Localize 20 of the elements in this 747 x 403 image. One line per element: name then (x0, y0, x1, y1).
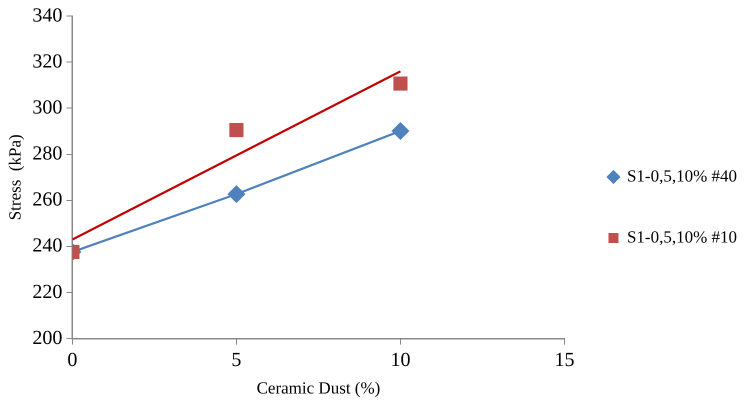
y-tick-label: 320 (32, 50, 62, 72)
y-tick-label: 240 (32, 234, 62, 257)
x-tick-label: 0 (67, 348, 78, 371)
y-axis-title: Stress (kPa) (6, 134, 25, 220)
y-tick-label: 300 (32, 96, 62, 118)
x-tick-label: 10 (390, 348, 410, 371)
y-tick-label: 220 (32, 280, 62, 303)
y-tick-label: 200 (32, 326, 62, 349)
y-tick-label: 280 (32, 142, 62, 165)
y-tick-label: 340 (32, 4, 62, 26)
legend-label: S1-0,5,10% #10 (626, 227, 738, 246)
y-tick-label: 260 (32, 188, 62, 211)
x-axis-title: Ceramic Dust (%) (256, 378, 380, 398)
legend-label: S1-0,5,10% #40 (626, 166, 738, 186)
x-tick-label: 15 (554, 348, 574, 371)
point (393, 76, 408, 91)
point (391, 122, 410, 140)
x-tick-label: 5 (231, 348, 242, 371)
point (229, 122, 244, 138)
point (227, 185, 246, 204)
